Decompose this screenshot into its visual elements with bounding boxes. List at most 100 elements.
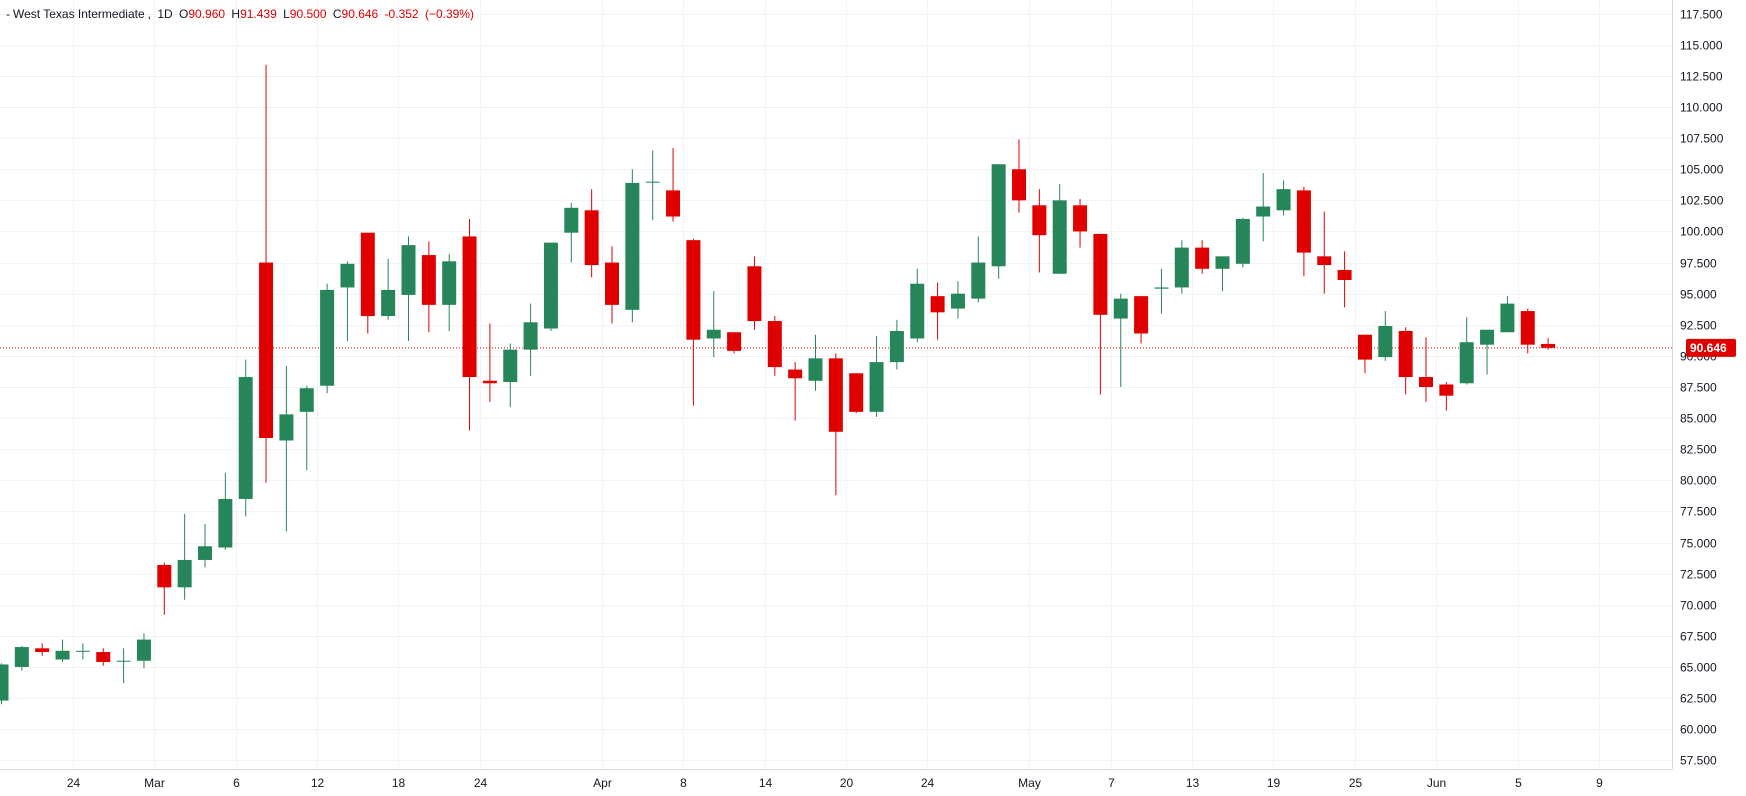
time-tick-label: 25 (1349, 776, 1363, 790)
candle-body (462, 236, 477, 378)
candle-body (543, 242, 558, 329)
candle-body (645, 181, 660, 183)
candle-body (523, 322, 538, 350)
time-tick-label: 12 (311, 776, 325, 790)
price-tick-label: 77.500 (1680, 505, 1717, 519)
candle-body (157, 564, 172, 588)
price-tick-label: 70.000 (1680, 599, 1717, 613)
candle-body (605, 262, 619, 305)
candle-body (1154, 287, 1169, 289)
candle-body (1296, 190, 1311, 253)
candle-body (1357, 334, 1372, 360)
candle-body (1398, 330, 1413, 378)
time-tick-label: 9 (1596, 776, 1603, 790)
time-tick-label: Jun (1427, 776, 1446, 790)
price-tick-label: 72.500 (1680, 568, 1717, 582)
candle-body (727, 332, 742, 351)
axes (0, 0, 1673, 770)
candle-body (1419, 377, 1433, 387)
candle-body (401, 245, 416, 295)
price-tick-label: 105.000 (1680, 163, 1724, 177)
candle-body (1113, 298, 1128, 319)
candle-body (35, 648, 50, 653)
candle-body (198, 546, 212, 560)
candle-body (889, 330, 904, 363)
time-tick-label: 24 (474, 776, 488, 790)
candle-body (950, 293, 965, 309)
price-tick-label: 82.500 (1680, 443, 1717, 457)
candle-body (1520, 311, 1535, 345)
candle-body (1378, 326, 1393, 358)
candle-body (1317, 256, 1332, 266)
price-tick-label: 117.500 (1680, 8, 1723, 22)
last-price-badge-bg (1686, 338, 1736, 357)
price-tick-label: 62.500 (1680, 692, 1717, 706)
price-tick-label: 80.000 (1680, 474, 1717, 488)
time-tick-label: 18 (392, 776, 406, 790)
price-tick-label: 107.500 (1680, 132, 1724, 146)
candle-body (930, 296, 945, 313)
symbol-legend: - West Texas Intermediate, 1D O90.960 H91… (6, 7, 477, 21)
time-tick-label: 13 (1186, 776, 1200, 790)
candle-body (584, 210, 599, 266)
price-tick-label: 112.500 (1680, 70, 1723, 84)
candle-body (218, 498, 233, 548)
candle-body (1032, 205, 1047, 236)
candle-body (1439, 384, 1454, 396)
price-tick-label: 85.000 (1680, 412, 1717, 426)
price-tick-label: 110.000 (1680, 101, 1723, 115)
price-tick-label: 115.000 (1680, 39, 1723, 53)
candle-body (788, 369, 803, 379)
candle-body (299, 388, 314, 412)
candle-body (340, 263, 355, 288)
candle-body (482, 380, 497, 384)
last-price-badge: 90.646 (1686, 338, 1736, 357)
legend-symbol[interactable]: West Texas Intermediate (13, 7, 145, 21)
time-tick-label: Apr (593, 776, 612, 790)
price-tick-label: 92.500 (1680, 319, 1717, 333)
candle-body (1256, 206, 1271, 217)
time-tick-label: 14 (759, 776, 773, 790)
candle-body (116, 660, 131, 662)
candle-body (1500, 303, 1515, 333)
candle-body (14, 647, 29, 667)
candle-body (136, 639, 151, 661)
legend-open: O90.960 (179, 7, 226, 21)
candle-body (828, 358, 843, 432)
candle-body (0, 664, 9, 701)
time-tick-label: 5 (1515, 776, 1522, 790)
time-tick-label: Mar (144, 776, 165, 790)
time-tick-label: 6 (233, 776, 240, 790)
candle-body (666, 190, 681, 217)
legend-high: H91.439 (231, 7, 277, 21)
candle-body (421, 255, 436, 305)
time-tick-label: 24 (921, 776, 935, 790)
candle-body (1480, 329, 1495, 345)
candle-body (1276, 189, 1291, 211)
price-tick-label: 87.500 (1680, 381, 1717, 395)
candle-body (564, 207, 579, 233)
candle-body (747, 266, 762, 322)
legend-interval[interactable]: 1D (157, 7, 173, 21)
candle-body (686, 240, 701, 340)
last-price-badge-text: 90.646 (1690, 341, 1727, 355)
candle-body (1541, 343, 1556, 348)
time-tick-label: 19 (1267, 776, 1281, 790)
candle-body (360, 232, 375, 317)
candle-body (971, 262, 986, 299)
candle-body (767, 321, 782, 368)
legend-dash: - (6, 7, 10, 21)
candle-body (1012, 169, 1026, 201)
price-tick-label: 102.500 (1680, 194, 1724, 208)
price-tick-label: 100.000 (1680, 225, 1724, 239)
price-tick-label: 60.000 (1680, 723, 1717, 737)
legend-close: C90.646 (332, 7, 379, 21)
time-tick-label: 24 (67, 776, 81, 790)
candle-body (1337, 270, 1352, 280)
time-tick-label: 7 (1108, 776, 1115, 790)
price-tick-label: 67.500 (1680, 630, 1717, 644)
candle-body (910, 283, 925, 339)
candle-body (75, 650, 90, 652)
